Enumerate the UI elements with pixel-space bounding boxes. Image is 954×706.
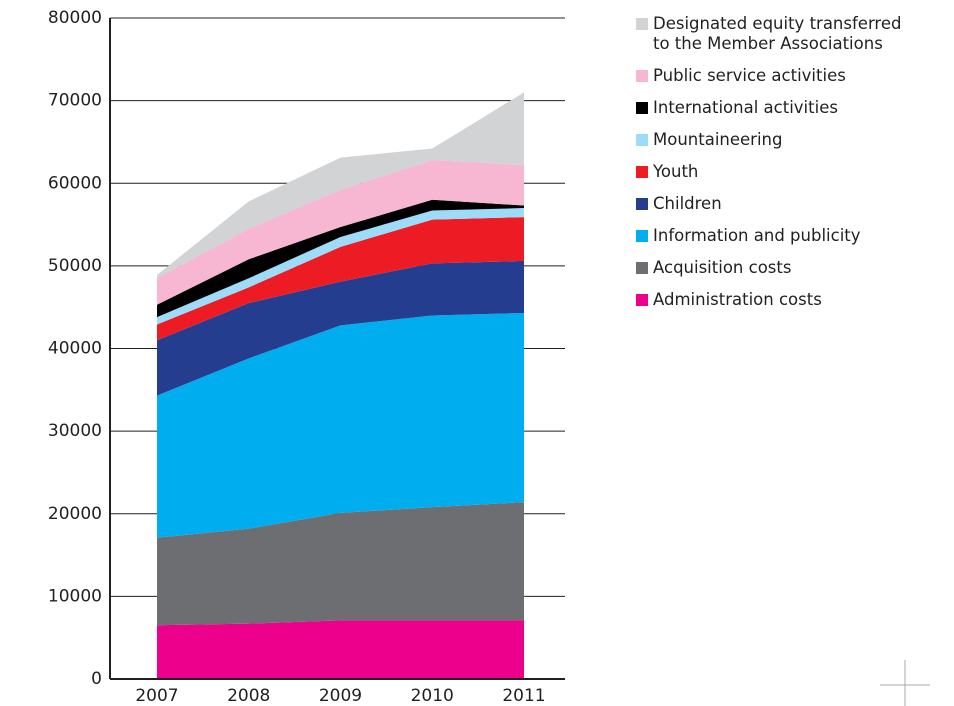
legend-swatch: [636, 70, 648, 82]
y-tick-label: 20000: [48, 504, 102, 524]
legend-label: Information and publicity: [653, 226, 861, 245]
legend-swatch: [636, 198, 648, 210]
legend-label: Designated equity transferred to the Mem…: [653, 14, 902, 53]
legend-swatch: [636, 166, 648, 178]
legend-swatch: [636, 262, 648, 274]
area: [157, 620, 524, 679]
legend-item: Youth: [636, 162, 936, 182]
legend-label: Children: [653, 194, 722, 213]
area: [157, 92, 524, 279]
x-tick-label: 2011: [502, 686, 545, 706]
legend-label: International activities: [653, 98, 838, 117]
legend-swatch: [636, 134, 648, 146]
legend: Designated equity transferred to the Mem…: [636, 14, 936, 322]
legend-swatch: [636, 18, 648, 30]
legend-label: Public service activities: [653, 66, 846, 85]
y-tick-label: 30000: [48, 421, 102, 441]
legend-label: Administration costs: [653, 290, 822, 309]
legend-item: Mountaineering: [636, 130, 936, 150]
legend-item: Administration costs: [636, 290, 936, 310]
y-tick-label: 50000: [48, 256, 102, 276]
x-tick-label: 2009: [319, 686, 362, 706]
area: [157, 260, 524, 396]
legend-item: Public service activities: [636, 66, 936, 86]
y-tick-label: 70000: [48, 91, 102, 111]
legend-label: Youth: [653, 162, 699, 181]
legend-item: Designated equity transferred to the Mem…: [636, 14, 936, 54]
legend-label: Acquisition costs: [653, 258, 792, 277]
legend-swatch: [636, 102, 648, 114]
x-tick-label: 2008: [227, 686, 270, 706]
legend-swatch: [636, 294, 648, 306]
area: [157, 312, 524, 538]
x-tick-label: 2007: [135, 686, 178, 706]
y-tick-label: 80000: [48, 8, 102, 28]
legend-item: Acquisition costs: [636, 258, 936, 278]
area: [157, 217, 524, 341]
legend-item: Information and publicity: [636, 226, 936, 246]
area: [157, 160, 524, 305]
legend-swatch: [636, 230, 648, 242]
legend-label: Mountaineering: [653, 130, 783, 149]
area: [157, 502, 524, 626]
legend-item: Children: [636, 194, 936, 214]
y-tick-label: 0: [91, 669, 102, 689]
x-tick-label: 2010: [411, 686, 454, 706]
legend-item: International activities: [636, 98, 936, 118]
y-tick-label: 10000: [48, 586, 102, 606]
y-tick-label: 40000: [48, 339, 102, 359]
y-tick-label: 60000: [48, 173, 102, 193]
